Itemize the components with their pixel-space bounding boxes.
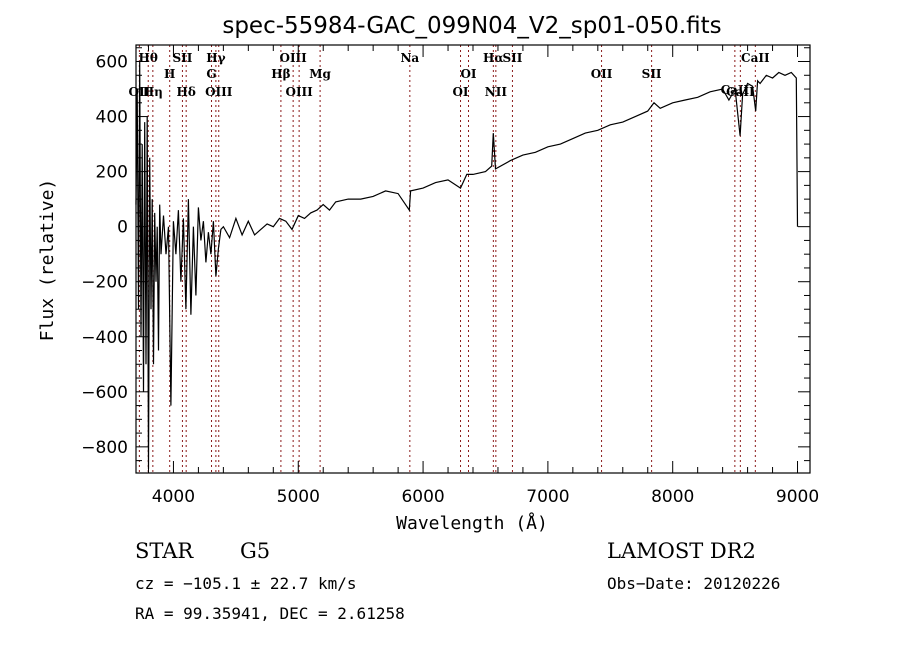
x-tick-label: 8000 <box>651 487 694 507</box>
coords-line: RA = 99.35941, DEC = 2.61258 <box>135 604 405 623</box>
x-tick-label: 6000 <box>401 487 444 507</box>
series-line-flux <box>135 61 799 469</box>
line-marker-label: SII <box>502 51 522 65</box>
ticks-layer: 4000 5000 6000 7000 8000 9000−800−600−400−200… <box>81 45 819 507</box>
line-marker-label: OI <box>452 85 468 99</box>
chart-title: spec-55984-GAC_099N04_V2_sp01-050.fits <box>222 13 721 39</box>
line-marker-label: OIII <box>279 51 307 65</box>
y-tick-label: −200 <box>81 273 128 293</box>
y-tick-label: −400 <box>81 328 128 348</box>
line-markers: OIIHθHηHSIIHδGHγOIIIHβOIIIOIIIMgNaOIOIHα… <box>129 45 770 473</box>
y-tick-label: 200 <box>96 163 128 183</box>
y-tick-label: −800 <box>81 438 128 458</box>
x-tick-label: 7000 <box>526 487 569 507</box>
line-marker-label: Hη <box>143 85 163 99</box>
y-tick-label: 0 <box>117 218 128 238</box>
line-marker-label: Hθ <box>139 51 158 65</box>
line-marker-label: Hβ <box>271 67 290 81</box>
y-tick-label: −600 <box>81 383 128 403</box>
line-marker-label: CaII <box>741 51 770 65</box>
line-marker-label: OIII <box>205 85 233 99</box>
line-marker-label: OIII <box>285 85 313 99</box>
plot-frame <box>135 44 811 474</box>
survey-label: LAMOST DR2 <box>607 539 756 563</box>
line-marker-label: OI <box>460 67 476 81</box>
obs-date-line: Obs−Date: 20120226 <box>607 574 781 593</box>
x-tick-label: 4000 <box>152 487 195 507</box>
line-marker-label: CaII <box>726 85 755 99</box>
line-marker-label: Hγ <box>206 51 225 65</box>
object-class: STAR <box>135 539 194 563</box>
y-axis-label: Flux (relative) <box>37 179 58 342</box>
x-axis-label: Wavelength (Å) <box>396 512 548 534</box>
redshift-line: cz = −105.1 ± 22.7 km/s <box>135 574 357 593</box>
line-marker-label: H <box>164 67 175 81</box>
line-marker-label: Mg <box>309 67 331 81</box>
line-marker-label: Hδ <box>177 85 196 99</box>
x-tick-label: 9000 <box>776 487 819 507</box>
y-tick-label: 400 <box>96 108 128 128</box>
subclass: G5 <box>240 539 271 563</box>
line-marker-label: Na <box>400 51 419 65</box>
line-marker-label: SII <box>642 67 662 81</box>
line-marker-label: G <box>206 67 216 81</box>
series-layer <box>135 61 799 469</box>
line-marker-label: OII <box>591 67 613 81</box>
line-marker-label: Hα <box>483 51 504 65</box>
line-marker-label: NII <box>485 85 508 99</box>
x-tick-label: 5000 <box>277 487 320 507</box>
y-tick-label: 600 <box>96 53 128 73</box>
line-marker-label: SII <box>172 51 192 65</box>
